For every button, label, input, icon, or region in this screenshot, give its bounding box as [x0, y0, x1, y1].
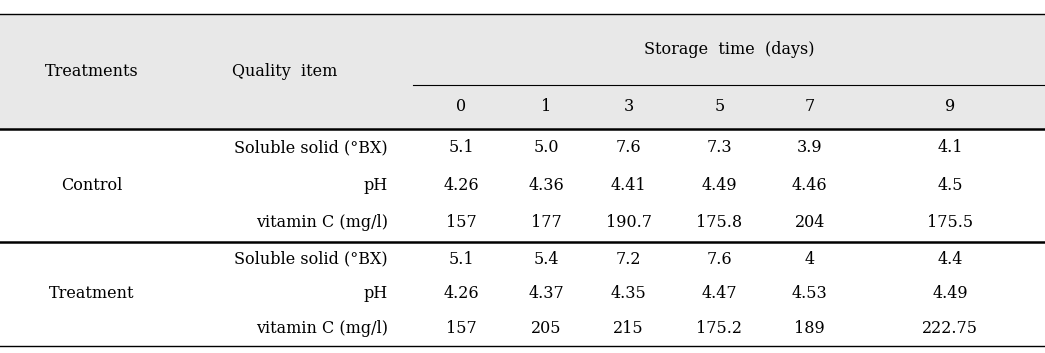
Text: 177: 177: [531, 215, 562, 232]
Text: Soluble solid (°BX): Soluble solid (°BX): [234, 251, 388, 268]
Text: vitamin C (mg/l): vitamin C (mg/l): [256, 320, 388, 337]
Text: 4.36: 4.36: [529, 177, 564, 194]
Text: 7.3: 7.3: [706, 139, 733, 156]
Text: 4.35: 4.35: [610, 285, 647, 303]
Text: 4.1: 4.1: [937, 139, 962, 156]
Text: 3.9: 3.9: [797, 139, 822, 156]
Text: 4: 4: [805, 251, 815, 268]
Text: 157: 157: [446, 320, 477, 337]
Text: 189: 189: [794, 320, 826, 337]
Text: 4.5: 4.5: [937, 177, 962, 194]
Text: 175.8: 175.8: [696, 215, 743, 232]
Text: 5: 5: [715, 98, 724, 115]
Bar: [0, 14, 1045, 129]
Text: Control: Control: [61, 177, 122, 194]
Text: pH: pH: [364, 177, 388, 194]
Text: Quality  item: Quality item: [232, 63, 338, 80]
Text: 7.6: 7.6: [706, 251, 733, 268]
Text: 175.5: 175.5: [927, 215, 973, 232]
Text: 4.49: 4.49: [701, 177, 738, 194]
Text: 5.1: 5.1: [448, 251, 474, 268]
Text: 7: 7: [805, 98, 815, 115]
Text: 175.2: 175.2: [696, 320, 743, 337]
Text: 190.7: 190.7: [605, 215, 652, 232]
Text: 4.26: 4.26: [443, 285, 480, 303]
Text: 3: 3: [624, 98, 633, 115]
Text: 1: 1: [541, 98, 552, 115]
Text: 4.47: 4.47: [701, 285, 738, 303]
Text: 4.4: 4.4: [937, 251, 962, 268]
Text: pH: pH: [364, 285, 388, 303]
Text: 204: 204: [794, 215, 826, 232]
Text: 5.1: 5.1: [448, 139, 474, 156]
Text: 222.75: 222.75: [922, 320, 978, 337]
Text: 7.2: 7.2: [616, 251, 642, 268]
Text: vitamin C (mg/l): vitamin C (mg/l): [256, 215, 388, 232]
Text: 0: 0: [457, 98, 466, 115]
Text: 5.4: 5.4: [534, 251, 559, 268]
Text: 7.6: 7.6: [616, 139, 642, 156]
Text: 9: 9: [945, 98, 955, 115]
Text: 4.46: 4.46: [792, 177, 828, 194]
Text: Treatment: Treatment: [49, 285, 134, 303]
Text: 4.26: 4.26: [443, 177, 480, 194]
Text: 4.53: 4.53: [792, 285, 828, 303]
Text: 157: 157: [446, 215, 477, 232]
Text: 4.49: 4.49: [932, 285, 968, 303]
Text: 4.41: 4.41: [610, 177, 647, 194]
Text: Soluble solid (°BX): Soluble solid (°BX): [234, 139, 388, 156]
Text: 4.37: 4.37: [529, 285, 564, 303]
Text: Storage  time  (days): Storage time (days): [644, 41, 814, 58]
Text: 215: 215: [613, 320, 644, 337]
Text: 205: 205: [531, 320, 562, 337]
Text: 5.0: 5.0: [534, 139, 559, 156]
Text: Treatments: Treatments: [45, 63, 138, 80]
